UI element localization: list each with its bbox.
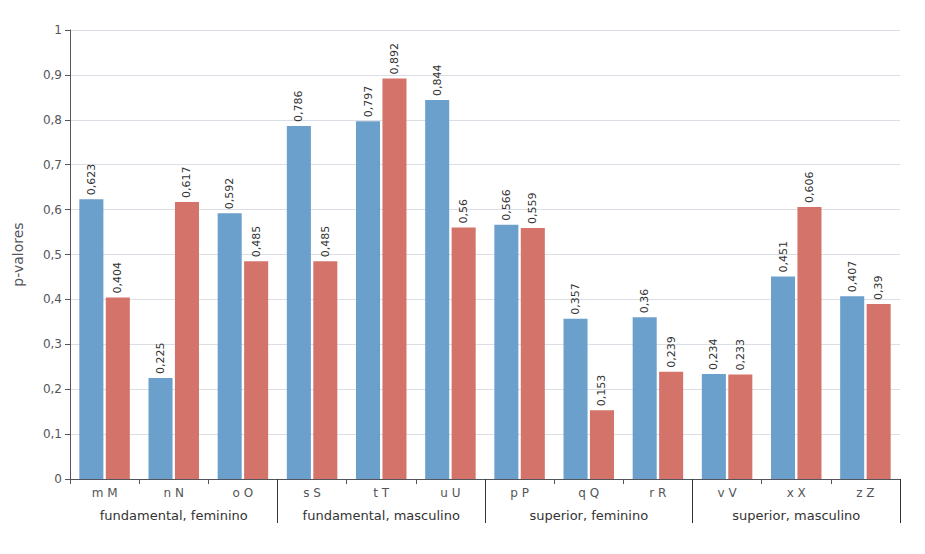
svg-text:0,36: 0,36 bbox=[638, 289, 651, 314]
svg-text:p-valores: p-valores bbox=[10, 222, 26, 286]
svg-text:0,4: 0,4 bbox=[43, 292, 62, 306]
svg-text:o O: o O bbox=[233, 486, 254, 500]
svg-text:0,592: 0,592 bbox=[223, 178, 236, 210]
svg-text:0,617: 0,617 bbox=[180, 166, 193, 198]
svg-text:0,485: 0,485 bbox=[250, 226, 263, 258]
svg-text:0,357: 0,357 bbox=[569, 283, 582, 315]
svg-text:u U: u U bbox=[440, 486, 460, 500]
svg-text:0,8: 0,8 bbox=[43, 113, 62, 127]
svg-text:0,6: 0,6 bbox=[43, 203, 62, 217]
svg-text:0,234: 0,234 bbox=[707, 338, 720, 370]
svg-text:0,56: 0,56 bbox=[457, 199, 470, 224]
svg-text:superior, masculino: superior, masculino bbox=[732, 508, 860, 523]
svg-text:fundamental, masculino: fundamental, masculino bbox=[303, 508, 460, 523]
svg-text:0,3: 0,3 bbox=[43, 337, 62, 351]
svg-text:superior, feminino: superior, feminino bbox=[529, 508, 648, 523]
svg-text:1: 1 bbox=[54, 23, 62, 37]
svg-text:0,786: 0,786 bbox=[292, 91, 305, 123]
svg-text:0,2: 0,2 bbox=[43, 382, 62, 396]
svg-text:0,407: 0,407 bbox=[846, 261, 859, 293]
svg-text:0,797: 0,797 bbox=[362, 86, 375, 118]
svg-text:0,153: 0,153 bbox=[595, 375, 608, 407]
svg-text:r R: r R bbox=[649, 486, 666, 500]
svg-text:0: 0 bbox=[54, 472, 62, 486]
svg-text:0,566: 0,566 bbox=[500, 189, 513, 221]
svg-text:0,892: 0,892 bbox=[388, 43, 401, 75]
svg-text:0,404: 0,404 bbox=[111, 262, 124, 294]
svg-text:v V: v V bbox=[718, 486, 738, 500]
svg-text:0,5: 0,5 bbox=[43, 248, 62, 262]
svg-text:0,239: 0,239 bbox=[665, 336, 678, 368]
svg-text:0,9: 0,9 bbox=[43, 68, 62, 82]
svg-text:0,451: 0,451 bbox=[777, 241, 790, 273]
svg-text:s S: s S bbox=[303, 486, 321, 500]
svg-text:fundamental, feminino: fundamental, feminino bbox=[100, 508, 248, 523]
svg-text:0,1: 0,1 bbox=[43, 427, 62, 441]
svg-text:q Q: q Q bbox=[578, 486, 599, 500]
svg-text:x X: x X bbox=[787, 486, 806, 500]
svg-text:m M: m M bbox=[92, 486, 118, 500]
svg-text:0,225: 0,225 bbox=[154, 342, 167, 374]
svg-text:t T: t T bbox=[373, 486, 390, 500]
svg-text:0,39: 0,39 bbox=[872, 275, 885, 300]
svg-text:p P: p P bbox=[510, 486, 529, 500]
svg-text:0,7: 0,7 bbox=[43, 158, 62, 172]
svg-text:0,233: 0,233 bbox=[734, 339, 747, 371]
svg-text:0,844: 0,844 bbox=[431, 65, 444, 97]
svg-text:0,606: 0,606 bbox=[803, 171, 816, 203]
svg-text:0,623: 0,623 bbox=[85, 164, 98, 196]
svg-text:n N: n N bbox=[164, 486, 184, 500]
svg-text:0,485: 0,485 bbox=[319, 226, 332, 258]
svg-text:0,559: 0,559 bbox=[526, 193, 539, 225]
svg-text:z Z: z Z bbox=[856, 486, 874, 500]
